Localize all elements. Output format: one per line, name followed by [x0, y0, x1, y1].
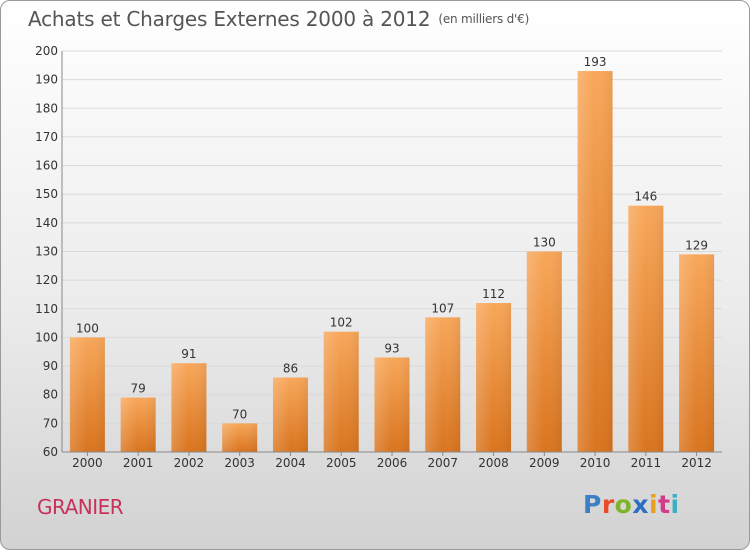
chart-unit: (en milliers d'€)	[438, 12, 530, 26]
commune-name: GRANIER	[37, 495, 124, 519]
y-tick-label: 150	[35, 187, 58, 201]
y-tick-label: 110	[35, 302, 58, 316]
logo-letter: i	[670, 490, 680, 519]
data-label: 100	[76, 321, 99, 335]
chart-title: Achats et Charges Externes 2000 à 2012 (e…	[28, 7, 529, 31]
x-tick-label: 2005	[326, 456, 357, 470]
bar-shine	[323, 331, 359, 452]
x-tick-label: 2008	[478, 456, 509, 470]
y-tick-label: 90	[43, 359, 58, 373]
x-tick-label: 2001	[123, 456, 154, 470]
bar-shine	[476, 303, 512, 452]
x-tick-label: 2000	[72, 456, 103, 470]
y-tick-label: 180	[35, 101, 58, 115]
data-label: 93	[384, 341, 399, 355]
y-tick-label: 160	[35, 159, 58, 173]
bar-shine	[374, 357, 410, 452]
bar-shine	[526, 251, 562, 452]
x-tick-label: 2003	[224, 456, 255, 470]
labels: 60 70 80 90 100 110 120 130 140 150 160 170 180 190 20…	[35, 44, 712, 470]
x-tick-label: 2011	[631, 456, 662, 470]
logo-letter: r	[601, 490, 615, 519]
logo-letter: i	[649, 490, 659, 519]
data-label: 102	[330, 316, 353, 330]
y-tick-label: 80	[43, 388, 58, 402]
logo-letter: o	[614, 490, 633, 519]
y-tick-label: 190	[35, 73, 58, 87]
y-tick-label: 120	[35, 273, 58, 287]
data-label: 130	[533, 236, 556, 250]
y-tick-label: 60	[43, 445, 58, 459]
data-label: 107	[431, 301, 454, 315]
x-tick-label: 2012	[681, 456, 712, 470]
data-label: 193	[584, 55, 607, 69]
proxiti-logo[interactable]: Proxiti	[583, 490, 680, 519]
logo-letter: t	[658, 490, 671, 519]
x-tick-label: 2002	[174, 456, 205, 470]
bar-shine	[69, 337, 105, 452]
y-tick-label: 200	[35, 44, 58, 58]
y-tick-label: 170	[35, 130, 58, 144]
bar-shine	[628, 205, 664, 452]
data-label: 79	[131, 382, 146, 396]
data-label: 129	[685, 238, 708, 252]
bar-shine	[679, 254, 715, 452]
y-tick-label: 70	[43, 416, 58, 430]
bar-shine	[272, 377, 308, 452]
x-tick-label: 2009	[529, 456, 560, 470]
y-tick-label: 100	[35, 330, 58, 344]
bar-shine	[222, 423, 258, 452]
x-tick-label: 2010	[580, 456, 611, 470]
logo-letter: P	[583, 490, 602, 519]
x-tick-label: 2007	[427, 456, 458, 470]
bar-shine	[425, 317, 461, 452]
data-label: 70	[232, 407, 247, 421]
chart-title-text: Achats et Charges Externes 2000 à 2012	[28, 7, 431, 31]
y-tick-label: 140	[35, 216, 58, 230]
data-label: 146	[634, 190, 657, 204]
data-label: 91	[181, 347, 196, 361]
logo-letter: x	[632, 490, 649, 519]
data-label: 86	[283, 362, 298, 376]
axes	[61, 51, 722, 456]
y-tick-label: 130	[35, 245, 58, 259]
x-tick-label: 2006	[377, 456, 408, 470]
x-tick-label: 2004	[275, 456, 306, 470]
bar-shine	[120, 397, 156, 452]
data-label: 112	[482, 287, 505, 301]
bars	[69, 71, 715, 453]
bar-shine	[577, 71, 613, 453]
bar-shine	[171, 363, 207, 452]
